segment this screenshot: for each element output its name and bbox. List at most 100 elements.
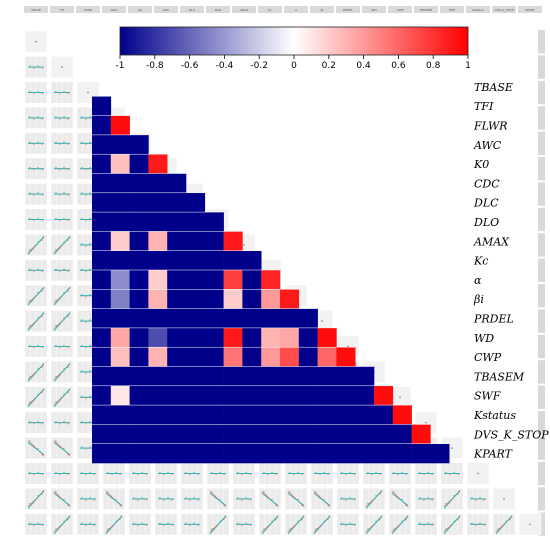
pairs-point — [89, 166, 91, 169]
strip-top-15 — [414, 6, 438, 13]
strip-right-1 — [538, 55, 545, 79]
heatmap-cell — [374, 385, 394, 406]
heatmap-cell — [298, 424, 318, 444]
pairs-point — [37, 217, 39, 219]
row-label: TBASE — [474, 81, 513, 94]
pairs-point — [301, 519, 303, 521]
pairs-point — [29, 141, 31, 143]
pairs-point — [37, 368, 39, 370]
pairs-point — [29, 90, 31, 92]
heatmap-cell — [242, 443, 262, 464]
heatmap-cell — [92, 308, 112, 329]
row-label: DLC — [473, 197, 499, 210]
row-label: α — [474, 274, 482, 287]
heatmap-cell — [148, 192, 168, 213]
pairs-point — [63, 217, 65, 219]
pairs-point — [41, 366, 43, 368]
heatmap-cell — [223, 327, 243, 348]
pairs-point — [63, 90, 65, 92]
pairs-point — [353, 474, 355, 476]
strip-right-11 — [538, 309, 545, 333]
pairs-point — [85, 143, 87, 146]
heatmap-cell — [280, 289, 300, 309]
pairs-point — [297, 499, 299, 501]
pairs-point — [453, 520, 455, 522]
pairs-point — [345, 499, 347, 501]
pairs-point — [457, 474, 459, 476]
pairs-point — [145, 499, 147, 501]
pairs-point — [67, 315, 69, 318]
colorbar-tick-label: 0.4 — [356, 61, 371, 71]
pairs-point — [33, 270, 35, 273]
heatmap-cell — [204, 424, 224, 444]
pairs-point — [145, 474, 147, 476]
pairs-point — [41, 270, 43, 273]
pairs-point — [29, 522, 31, 524]
pairs-point — [119, 474, 121, 476]
heatmap-cell — [204, 327, 224, 348]
pairs-point — [81, 471, 83, 473]
pairs-point — [29, 116, 31, 118]
pairs-point — [375, 495, 377, 497]
heatmap-cell — [298, 366, 318, 387]
pairs-point — [55, 116, 57, 118]
pairs-point — [89, 319, 91, 321]
pairs-point — [167, 497, 169, 499]
row-labels: TBASE TFI FLWR AWC K0 CDC DLC DLO AMAX Kc α βi PRDEL… — [473, 81, 549, 461]
pairs-point — [107, 528, 109, 530]
strip-top-9 — [258, 6, 282, 13]
pairs-point — [379, 474, 381, 476]
pairs-point — [319, 474, 321, 476]
pairs-point — [89, 141, 91, 143]
pairs-point — [59, 399, 61, 402]
pairs-point — [37, 495, 39, 497]
strip-right-4 — [538, 131, 545, 155]
heatmap-cell — [110, 424, 130, 444]
heatmap-cell — [204, 347, 224, 367]
heatmap-cell — [129, 212, 149, 232]
pairs-point — [89, 420, 91, 423]
pairs-point — [89, 192, 91, 194]
heatmap-cell — [167, 250, 187, 271]
pairs-point — [431, 474, 433, 476]
strip-right-2 — [538, 80, 545, 105]
pairs-point — [263, 471, 265, 473]
pairs-point — [29, 344, 31, 346]
pairs-point — [271, 471, 273, 473]
heatmap-cell — [92, 289, 112, 309]
pairs-diag-dot — [529, 523, 531, 525]
row-label: CDC — [474, 177, 500, 190]
heatmap-cell — [92, 173, 112, 194]
pairs-point — [37, 393, 39, 395]
heatmap-cell — [110, 385, 130, 406]
heatmap-cell — [148, 173, 168, 194]
pairs-point — [41, 290, 43, 292]
pairs-point — [37, 448, 39, 450]
pairs-fit-line-b — [287, 492, 305, 506]
heatmap-cell — [392, 443, 412, 464]
pairs-point — [211, 491, 213, 493]
pairs-diag-dot — [425, 422, 427, 424]
pairs-point — [29, 192, 31, 194]
row-label: Kc — [473, 255, 488, 268]
heatmap-cell — [148, 250, 168, 271]
heatmap-cell — [204, 366, 224, 387]
pairs-point — [315, 491, 317, 493]
pairs-point — [37, 65, 39, 67]
row-label: βi — [473, 293, 484, 306]
pairs-point — [379, 493, 381, 495]
heatmap-cell — [129, 250, 149, 271]
pairs-diag-dot — [503, 498, 505, 500]
pairs-fit-line-b — [27, 362, 45, 382]
pairs-point — [41, 194, 43, 196]
pairs-point — [315, 528, 317, 530]
heatmap-cell — [223, 289, 243, 309]
pairs-point — [85, 347, 87, 349]
pairs-point — [59, 247, 61, 249]
pairs-point — [349, 471, 351, 473]
pairs-point — [85, 372, 87, 374]
pairs-point — [29, 217, 31, 219]
pairs-point — [405, 474, 407, 476]
pairs-point — [93, 499, 95, 501]
pairs-point — [37, 344, 39, 346]
